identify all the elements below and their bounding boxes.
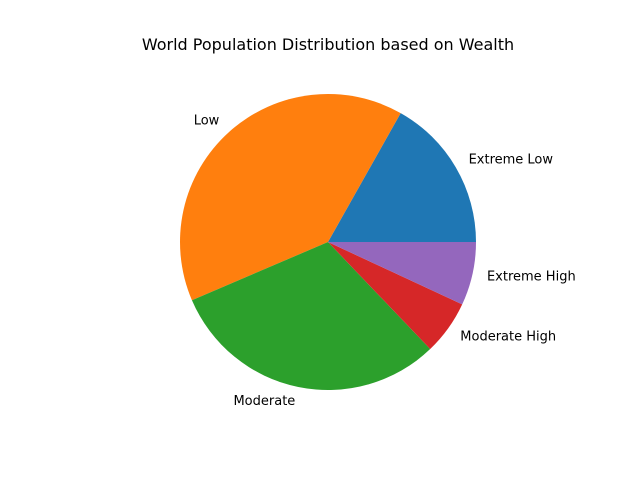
pie-label-moderate: Moderate	[233, 394, 295, 409]
pie-label-extreme-high: Extreme High	[487, 270, 576, 285]
pie-slice-moderate	[191, 242, 431, 390]
pie-slice-extreme-high	[328, 242, 476, 305]
pie-label-moderate-high: Moderate High	[460, 329, 556, 344]
pie-slice-low	[180, 94, 401, 301]
pie-slice-extreme-low	[328, 113, 476, 242]
pie-label-extreme-low: Extreme Low	[469, 152, 554, 167]
chart-title: World Population Distribution based on W…	[142, 35, 514, 54]
pie-slice-moderate-high	[328, 242, 463, 350]
pie-label-low: Low	[194, 113, 220, 128]
pie-slices	[180, 94, 476, 390]
pie-labels: Extreme Low Low Moderate Moderate High Extre…	[194, 113, 576, 409]
